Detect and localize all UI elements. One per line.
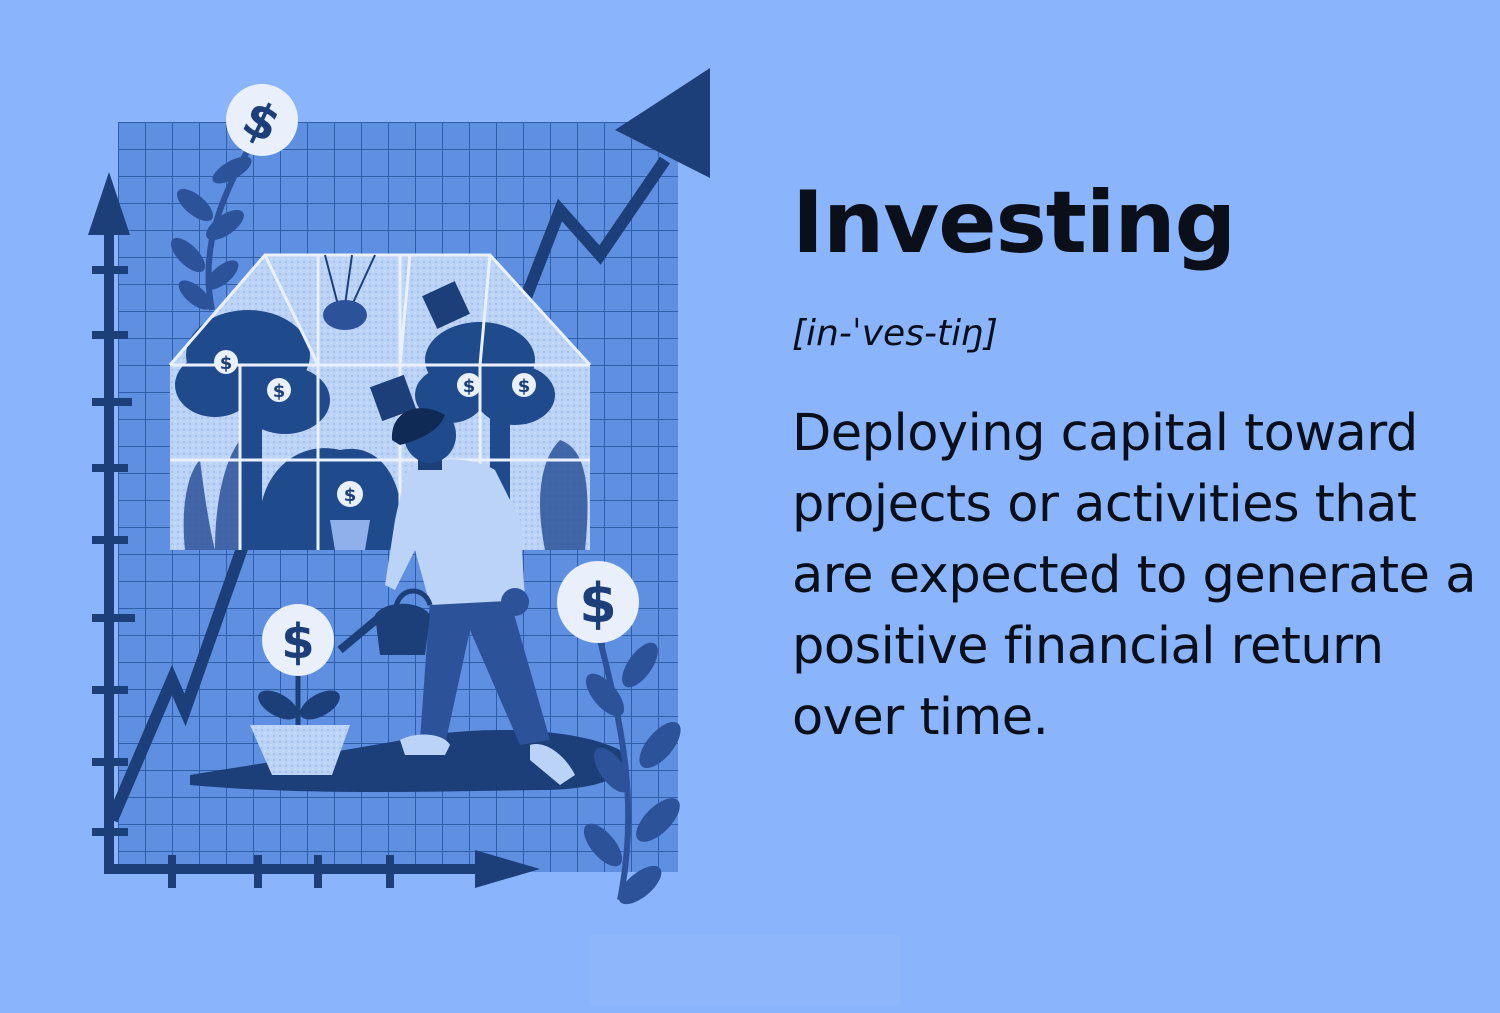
term-title: Investing — [792, 173, 1236, 273]
watering-can — [337, 588, 433, 655]
vine-bottom-right — [583, 639, 681, 905]
potted-coin-plant: $ — [250, 604, 350, 775]
svg-text:$: $ — [281, 614, 314, 670]
vine-top-left — [170, 148, 252, 311]
coin-right-icon: $ — [557, 561, 639, 643]
svg-text:$: $ — [518, 376, 531, 397]
pronunciation: [in-ˈves-tiŋ] — [792, 313, 998, 354]
investing-illustration: $ — [88, 68, 710, 905]
trend-arrow-head — [615, 68, 710, 178]
person-figure — [385, 407, 575, 785]
definition-block: Investing [in-ˈves-tiŋ] Deploying capita… — [792, 180, 1482, 753]
definition-text: Deploying capital toward projects or act… — [792, 404, 1477, 747]
svg-text:$: $ — [273, 381, 286, 402]
ground-shadow — [190, 730, 626, 793]
faint-bar — [590, 935, 900, 1005]
svg-text:$: $ — [220, 353, 233, 374]
svg-text:$: $ — [579, 572, 617, 635]
chart-axes — [88, 172, 540, 888]
svg-text:$: $ — [344, 485, 357, 506]
greenhouse: $ $ $ $ $ — [168, 253, 592, 550]
coin-top-icon: $ — [226, 84, 298, 156]
svg-text:$: $ — [463, 376, 476, 397]
